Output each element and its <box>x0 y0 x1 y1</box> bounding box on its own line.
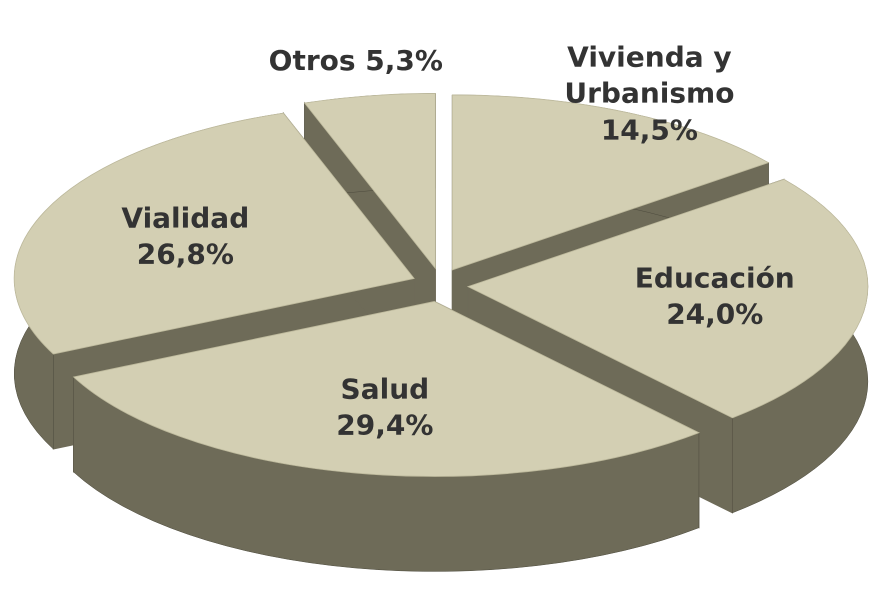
value-label: 5,3% <box>365 44 443 78</box>
slice-label: Salud 29,4% <box>270 371 500 444</box>
category-label: Salud <box>340 372 430 406</box>
slice <box>466 178 869 419</box>
slice-label: Educación 24,0% <box>600 260 830 333</box>
slice <box>13 112 415 355</box>
category-label: Educación <box>634 261 795 295</box>
slice <box>72 301 700 477</box>
category-label: Otros <box>268 44 356 78</box>
category-label: Vialidad <box>121 201 250 235</box>
value-label: 14,5% <box>600 113 698 147</box>
category-label: Vivienda y Urbanismo <box>564 40 735 110</box>
slice-label: Otros 5,3% <box>241 43 471 79</box>
value-label: 29,4% <box>336 408 434 442</box>
slice-label: Vialidad 26,8% <box>70 200 300 273</box>
slice <box>303 93 436 270</box>
value-label: 24,0% <box>666 297 764 331</box>
value-label: 26,8% <box>136 237 234 271</box>
slice <box>451 94 770 271</box>
slice-label: Vivienda y Urbanismo 14,5% <box>534 39 764 148</box>
